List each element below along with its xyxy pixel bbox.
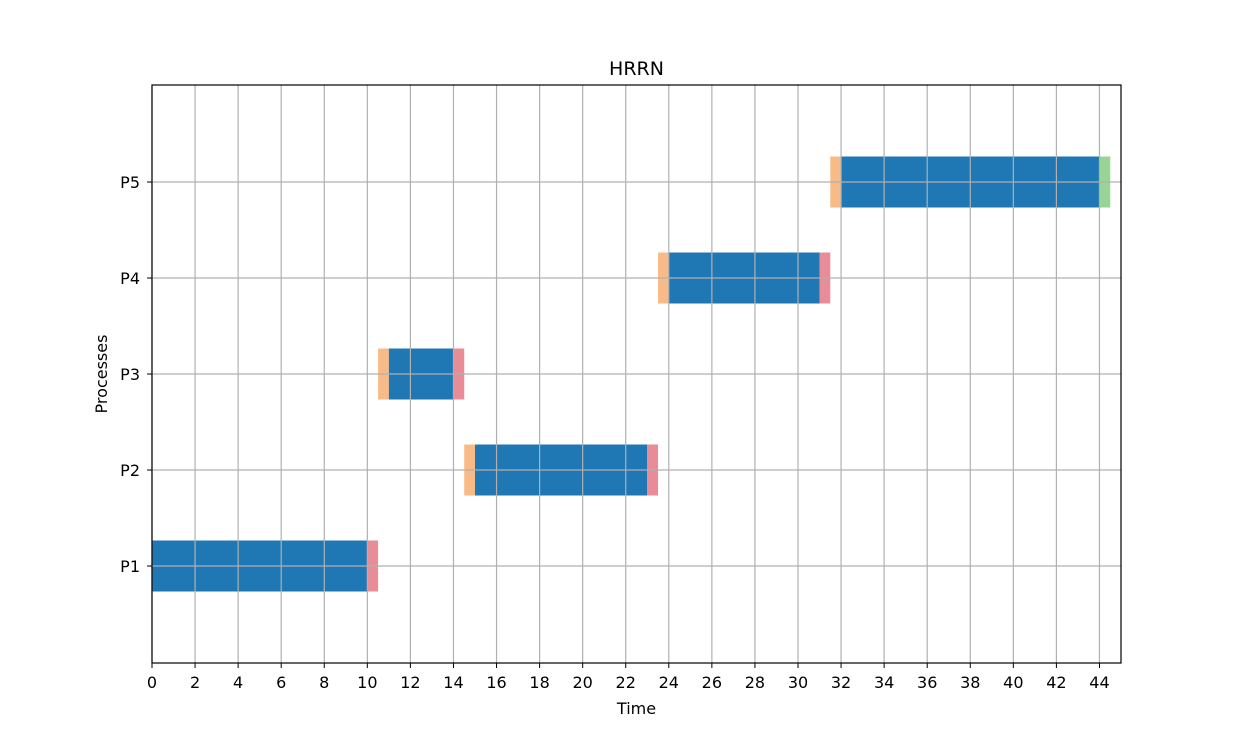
x-tick-label-34: 34 [874, 673, 894, 692]
x-tick-label-14: 14 [443, 673, 463, 692]
x-tick-label-8: 8 [319, 673, 329, 692]
x-tick-label-42: 42 [1046, 673, 1066, 692]
x-tick-label-18: 18 [529, 673, 549, 692]
y-tick-label-p5: P5 [120, 173, 140, 192]
y-tick-label-p4: P4 [120, 269, 140, 288]
y-tick-label-p1: P1 [120, 557, 140, 576]
axis-ticks: 0 2 4 6 8 10 12 14 16 18 20 22 24 26 28 30 32 34 36 38 40 42 4… [120, 173, 1109, 692]
bar-segments [151, 85, 1121, 663]
y-tick-label-p2: P2 [120, 461, 140, 480]
x-tick-label-2: 2 [190, 673, 200, 692]
x-tick-label-24: 24 [659, 673, 679, 692]
x-tick-label-4: 4 [233, 673, 243, 692]
x-tick-label-12: 12 [400, 673, 420, 692]
y-tick-label-p3: P3 [120, 365, 140, 384]
x-tick-label-20: 20 [572, 673, 592, 692]
x-tick-label-6: 6 [276, 673, 286, 692]
x-tick-label-10: 10 [357, 673, 377, 692]
x-tick-label-44: 44 [1089, 673, 1109, 692]
x-tick-label-32: 32 [831, 673, 851, 692]
x-tick-label-30: 30 [788, 673, 808, 692]
x-tick-label-28: 28 [745, 673, 765, 692]
x-tick-label-0: 0 [147, 673, 157, 692]
x-axis-label: Time [616, 699, 656, 718]
x-tick-label-16: 16 [486, 673, 506, 692]
x-tick-label-38: 38 [960, 673, 980, 692]
x-tick-label-22: 22 [616, 673, 636, 692]
x-tick-label-40: 40 [1003, 673, 1023, 692]
x-tick-label-26: 26 [702, 673, 722, 692]
x-tick-label-36: 36 [917, 673, 937, 692]
chart-title: HRRN [609, 58, 664, 80]
y-axis-label: Processes [92, 335, 111, 414]
